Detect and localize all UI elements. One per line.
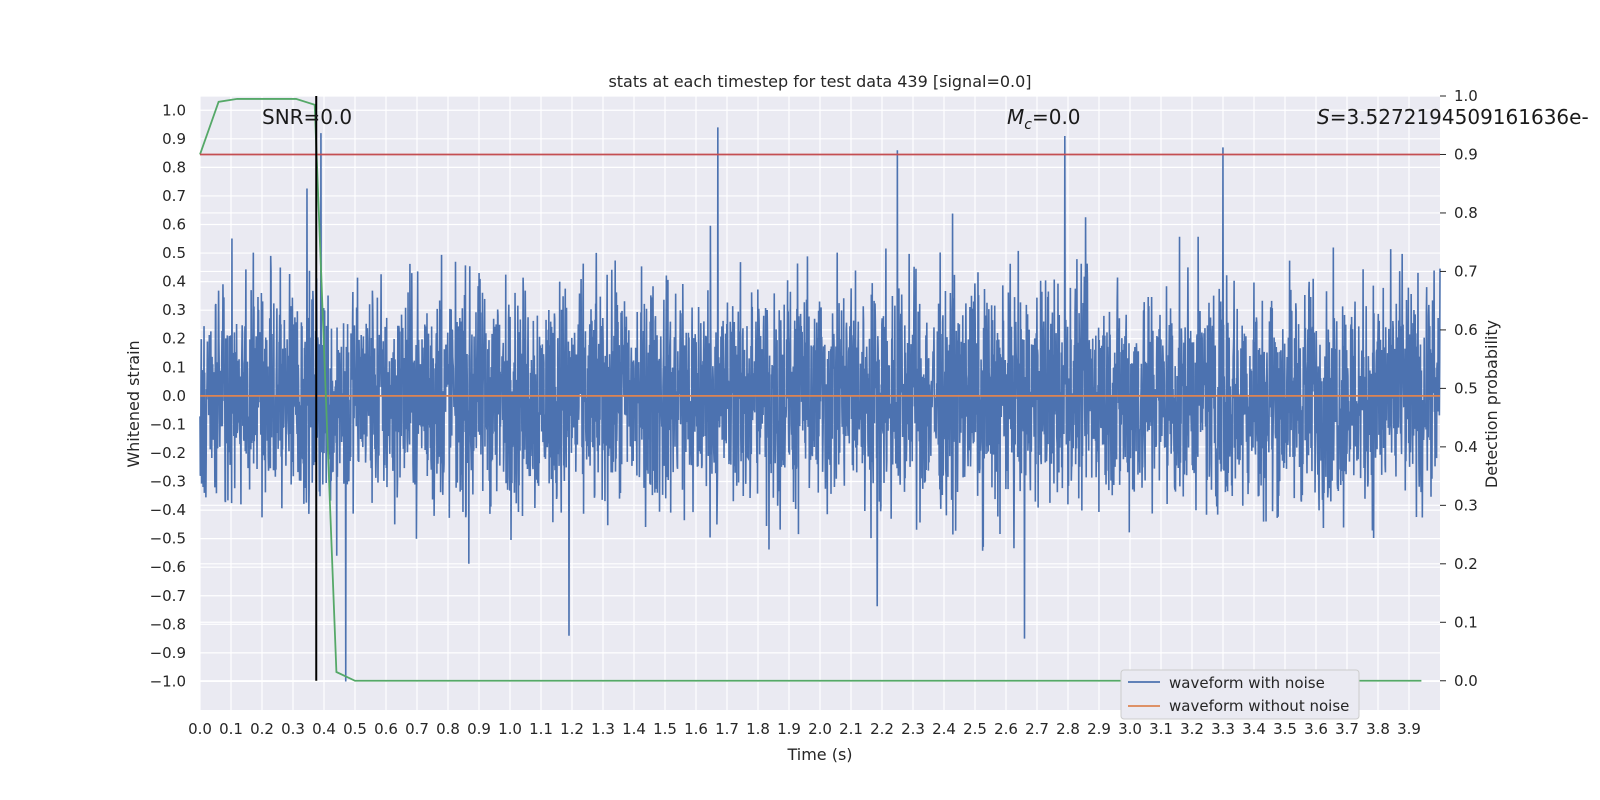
y-tick-label: 0.3 xyxy=(162,301,186,319)
x-tick-label: 1.0 xyxy=(498,720,522,738)
x-tick-label: 3.1 xyxy=(1149,720,1173,738)
x-tick-label: 2.4 xyxy=(932,720,956,738)
y-tick-label: −0.1 xyxy=(150,415,186,433)
x-tick-label: 3.2 xyxy=(1180,720,1204,738)
x-tick-label: 2.1 xyxy=(839,720,863,738)
y2-tick-label: 0.5 xyxy=(1454,379,1478,397)
x-tick-label: 1.7 xyxy=(715,720,739,738)
x-tick-label: 0.8 xyxy=(436,720,460,738)
x-tick-label: 1.2 xyxy=(560,720,584,738)
x-tick-label: 0.2 xyxy=(250,720,274,738)
x-tick-label: 2.9 xyxy=(1087,720,1111,738)
x-tick-label: 3.5 xyxy=(1273,720,1297,738)
x-axis-label: Time (s) xyxy=(786,745,852,764)
y-tick-label: −0.4 xyxy=(150,501,186,519)
x-tick-label: 3.9 xyxy=(1397,720,1421,738)
y-tick-label: −0.6 xyxy=(150,558,186,576)
x-tick-label: 2.8 xyxy=(1056,720,1080,738)
y2-tick-label: 0.8 xyxy=(1454,204,1478,222)
legend-label-noise: waveform with noise xyxy=(1169,674,1325,692)
y2-tick-label: 0.2 xyxy=(1454,555,1478,573)
y2-tick-label: 0.9 xyxy=(1454,145,1478,163)
x-tick-label: 0.4 xyxy=(312,720,336,738)
x-tick-label: 2.6 xyxy=(994,720,1018,738)
y2-tick-label: 0.6 xyxy=(1454,321,1478,339)
y-tick-label: 0.0 xyxy=(162,387,186,405)
x-tick-label: 1.9 xyxy=(777,720,801,738)
y-tick-label: 0.6 xyxy=(162,216,186,234)
y-tick-label: −0.3 xyxy=(150,473,186,491)
y-tick-label: −0.9 xyxy=(150,644,186,662)
y-tick-label: −0.8 xyxy=(150,615,186,633)
x-tick-label: 2.7 xyxy=(1025,720,1049,738)
x-tick-label: 3.0 xyxy=(1118,720,1142,738)
y-tick-label: −1.0 xyxy=(150,672,186,690)
y-tick-label: 0.9 xyxy=(162,130,186,148)
y-tick-label: 0.1 xyxy=(162,358,186,376)
y2-tick-label: 0.7 xyxy=(1454,262,1478,280)
chart-title: stats at each timestep for test data 439… xyxy=(608,72,1031,91)
x-tick-label: 3.4 xyxy=(1242,720,1266,738)
x-tick-label: 2.2 xyxy=(870,720,894,738)
y-tick-label: −0.7 xyxy=(150,587,186,605)
legend-box xyxy=(1120,669,1360,720)
x-tick-label: 1.1 xyxy=(529,720,553,738)
y-tick-label: 0.5 xyxy=(162,244,186,262)
y-tick-label: 1.0 xyxy=(162,101,186,119)
y-tick-label: 0.4 xyxy=(162,273,186,291)
y2-axis-label: Detection probability xyxy=(1482,320,1501,488)
x-tick-label: 1.4 xyxy=(622,720,646,738)
y2-tick-label: 0.4 xyxy=(1454,438,1478,456)
overlay-lines xyxy=(199,96,1440,682)
mc-annotation: Mc=0.0 xyxy=(1007,105,1081,133)
waveform-with-noise-line xyxy=(199,127,1441,682)
y2-tick-label: 0.0 xyxy=(1454,672,1478,690)
x-tick-label: 0.3 xyxy=(281,720,305,738)
x-tick-label: 0.1 xyxy=(219,720,243,738)
detection-probability-line xyxy=(199,98,1422,682)
x-tick-label: 3.6 xyxy=(1304,720,1328,738)
legend-label-clean: waveform without noise xyxy=(1169,697,1349,715)
y-tick-label: 0.2 xyxy=(162,330,186,348)
x-tick-label: 3.8 xyxy=(1366,720,1390,738)
s-annotation: S=3.527219450916163​6e- xyxy=(1317,105,1589,129)
x-tick-label: 0.0 xyxy=(188,720,212,738)
y2-axis-ticks: 1.0 0.9 0.8 0.7 0.6 0.5 0.4 0.3 0.2 0.1 0.0 xyxy=(1440,87,1478,690)
x-tick-label: 1.5 xyxy=(653,720,677,738)
y2-tick-label: 0.1 xyxy=(1454,613,1478,631)
y-tick-label: 0.8 xyxy=(162,158,186,176)
x-tick-label: 1.8 xyxy=(746,720,770,738)
x-tick-label: 0.6 xyxy=(374,720,398,738)
y2-tick-label: 1.0 xyxy=(1454,87,1478,105)
snr-annotation: SNR=0.0 xyxy=(262,105,352,129)
x-tick-label: 1.6 xyxy=(684,720,708,738)
legend: waveform with noise waveform without noi… xyxy=(1120,669,1360,720)
waveform-with-noise-series xyxy=(199,127,1441,682)
x-tick-label: 0.5 xyxy=(343,720,367,738)
x-tick-label: 3.7 xyxy=(1335,720,1359,738)
x-tick-label: 0.7 xyxy=(405,720,429,738)
x-tick-label: 1.3 xyxy=(591,720,615,738)
x-tick-label: 0.9 xyxy=(467,720,491,738)
x-tick-label: 2.5 xyxy=(963,720,987,738)
y2-tick-label: 0.3 xyxy=(1454,496,1478,514)
y-axis-label: Whitened strain xyxy=(124,340,143,467)
y-tick-label: −0.5 xyxy=(150,530,186,548)
y-tick-label: 0.7 xyxy=(162,187,186,205)
x-tick-label: 2.3 xyxy=(901,720,925,738)
y-axis-ticks: 1.0 0.9 0.8 0.7 0.6 0.5 0.4 0.3 0.2 0.1 0.0 −0.1 −0.… xyxy=(150,101,186,690)
x-tick-label: 2.0 xyxy=(808,720,832,738)
y-tick-label: −0.2 xyxy=(150,444,186,462)
x-axis-ticks: 0.0 0.1 0.2 0.3 0.4 0.5 0.6 0.7 0.8 0.9 1.0 1.1 1.2 1… xyxy=(188,720,1421,738)
x-tick-label: 3.3 xyxy=(1211,720,1235,738)
